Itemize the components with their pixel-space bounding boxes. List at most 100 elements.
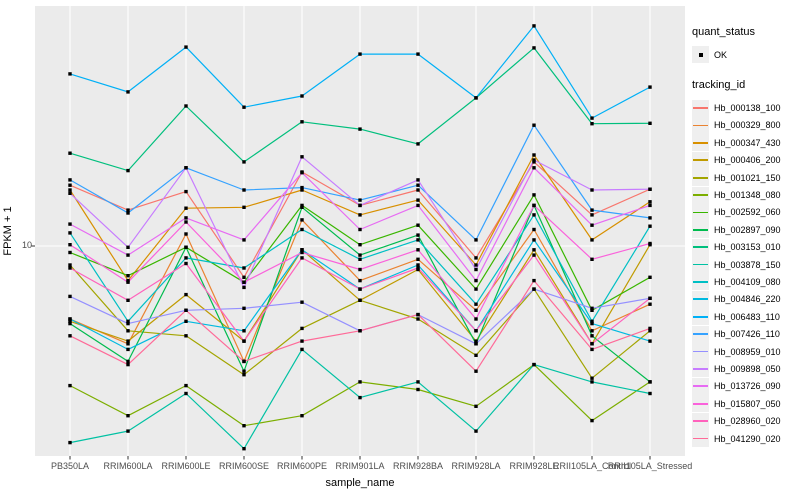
data-point [68, 250, 72, 255]
data-point [416, 52, 420, 56]
legend-line-icon [693, 281, 708, 283]
data-point [590, 380, 594, 384]
line-swatch-icon [692, 99, 709, 117]
x-tick-label: RRIM928LE [509, 461, 559, 471]
data-point [300, 339, 304, 343]
data-point [358, 298, 362, 302]
data-point [532, 158, 536, 162]
data-point [242, 306, 246, 310]
data-point [242, 285, 246, 290]
data-point [126, 414, 130, 418]
data-point [532, 227, 536, 232]
data-point [590, 257, 594, 261]
data-point [242, 359, 246, 364]
legend: quant_status OK tracking_id Hb_000138_10… [692, 26, 798, 447]
data-point [648, 339, 652, 343]
data-point [590, 122, 594, 126]
legend-item-Hb_001348_080: Hb_001348_080 [692, 186, 798, 204]
data-point [416, 188, 420, 192]
data-point [416, 178, 420, 182]
line-swatch-icon [692, 395, 709, 413]
data-point [126, 359, 130, 364]
legend-item-label: Hb_006483_110 [714, 311, 780, 322]
data-point [358, 203, 362, 208]
data-point [532, 24, 536, 28]
legend-item-Hb_041290_020: Hb_041290_020 [692, 430, 798, 447]
data-point [300, 203, 304, 208]
data-point [184, 104, 188, 108]
legend-item-label: Hb_000138_100 [714, 103, 781, 114]
data-point [68, 334, 72, 338]
legend-item-Hb_028960_020: Hb_028960_020 [692, 412, 798, 430]
line-swatch-icon [692, 308, 709, 326]
data-point [474, 329, 478, 333]
data-point [68, 188, 72, 192]
legend-item-label: Hb_003153_010 [714, 242, 781, 253]
data-point [242, 238, 246, 242]
data-point [300, 227, 304, 232]
line-swatch-icon [692, 430, 709, 447]
legend-item-Hb_004846_220: Hb_004846_220 [692, 290, 798, 308]
legend-item-Hb_000138_100: Hb_000138_100 [692, 99, 798, 117]
data-point [648, 121, 652, 125]
x-tick-label: RRIM600PE [276, 461, 328, 471]
data-point [648, 200, 652, 204]
data-point [68, 178, 72, 182]
legend-title-tracking-id: tracking_id [692, 79, 746, 92]
data-point [532, 160, 536, 164]
data-point [416, 248, 420, 252]
data-point [300, 171, 304, 175]
data-point [300, 155, 304, 159]
data-point [474, 429, 478, 433]
data-point [590, 213, 594, 217]
x-tick-label: PB350LA [50, 461, 90, 471]
data-point [300, 94, 304, 98]
data-point [242, 275, 246, 279]
data-point [126, 321, 130, 326]
line-swatch-icon [692, 134, 709, 152]
data-point [300, 300, 304, 304]
data-point [648, 241, 652, 246]
data-point [648, 302, 652, 306]
data-point [184, 261, 188, 266]
data-point [300, 188, 304, 192]
data-point [68, 266, 72, 270]
y-tick-label: 10 [21, 240, 32, 250]
data-point [532, 287, 536, 291]
legend-item-label: Hb_001348_080 [714, 190, 781, 201]
data-point [474, 353, 478, 357]
data-point [68, 183, 72, 187]
data-point [68, 243, 72, 247]
data-point [300, 120, 304, 124]
data-point [68, 72, 72, 76]
data-point [474, 339, 478, 343]
data-point [126, 319, 130, 323]
data-point [126, 208, 130, 212]
data-point [68, 440, 72, 445]
x-tick-label: RRII105LA_Control [552, 461, 632, 471]
data-point [532, 278, 536, 283]
data-point [242, 266, 246, 270]
legend-item-Hb_001021_150: Hb_001021_150 [692, 169, 798, 187]
data-point [416, 317, 420, 321]
data-point [126, 211, 130, 215]
x-tick-label: RRIM600SE [218, 461, 270, 471]
data-point [184, 391, 188, 396]
x-tick-label: RRII105LA_Stressed [607, 461, 693, 471]
data-point [416, 263, 420, 267]
data-point [648, 275, 652, 279]
legend-item-Hb_000406_200: Hb_000406_200 [692, 151, 798, 169]
point-marker-icon [692, 46, 709, 64]
x-tick-label: RRIM600LE [161, 461, 211, 471]
legend-item-label: Hb_003878_150 [714, 259, 781, 270]
legend-line-icon [693, 385, 708, 388]
data-point [184, 216, 188, 220]
data-point [416, 266, 420, 270]
data-point [126, 362, 130, 367]
data-point [590, 238, 594, 242]
data-point [474, 263, 478, 267]
data-point [358, 278, 362, 283]
legend-item-label: Hb_001021_150 [714, 172, 781, 183]
data-point [242, 188, 246, 192]
data-point [474, 287, 478, 291]
